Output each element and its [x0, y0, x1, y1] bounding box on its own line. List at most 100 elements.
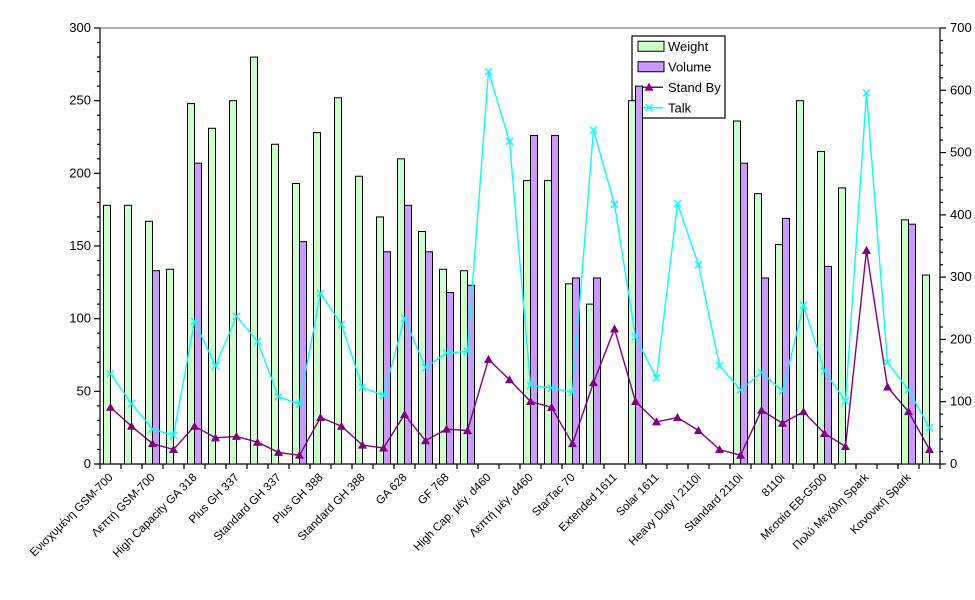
volume-bar[interactable] [635, 85, 643, 465]
weight-bar[interactable] [103, 204, 111, 465]
standby-point-marker[interactable] [652, 417, 661, 426]
weight-bar[interactable] [124, 204, 132, 465]
weight-bar[interactable] [901, 219, 909, 465]
volume-bar[interactable] [572, 277, 580, 465]
legend-item-weight[interactable]: Weight [637, 39, 709, 54]
volume-bar[interactable] [551, 135, 559, 465]
weight-bar[interactable] [292, 183, 300, 465]
standby-point-marker[interactable] [820, 428, 829, 437]
standby-point-marker[interactable] [547, 402, 556, 411]
standby-point-marker[interactable] [211, 433, 220, 442]
weight-bar[interactable] [775, 244, 783, 465]
standby-point-marker[interactable] [883, 382, 892, 391]
weight-bar[interactable] [922, 274, 930, 465]
standby-point-marker[interactable] [925, 444, 934, 453]
talk-point-marker[interactable] [757, 368, 766, 377]
volume-bar[interactable] [425, 251, 433, 465]
talk-point-marker[interactable] [148, 425, 157, 434]
standby-point-marker[interactable] [526, 397, 535, 406]
talk-point-marker[interactable] [211, 361, 220, 370]
standby-point-marker[interactable] [694, 426, 703, 435]
talk-point-marker[interactable] [316, 289, 325, 298]
volume-bar[interactable] [152, 270, 160, 465]
talk-point-marker[interactable] [799, 301, 808, 310]
weight-bar[interactable] [187, 103, 195, 465]
talk-point-marker[interactable] [358, 383, 367, 392]
weight-bar[interactable] [355, 175, 363, 465]
talk-point-marker[interactable] [484, 67, 493, 76]
weight-bar[interactable] [208, 127, 216, 465]
standby-point-marker[interactable] [316, 412, 325, 421]
weight-bar[interactable] [229, 100, 237, 465]
standby-point-marker[interactable] [274, 447, 283, 456]
talk-point-marker[interactable] [652, 374, 661, 383]
talk-point-marker[interactable] [904, 385, 913, 394]
talk-point-marker[interactable] [127, 399, 136, 408]
talk-point-marker[interactable] [421, 363, 430, 372]
talk-point-marker[interactable] [253, 337, 262, 346]
standby-point-marker[interactable] [778, 418, 787, 427]
weight-bar[interactable] [166, 268, 174, 465]
talk-point-marker[interactable] [106, 369, 115, 378]
talk-point-marker[interactable] [610, 200, 619, 209]
weight-bar[interactable] [271, 143, 279, 465]
standby-point-marker[interactable] [799, 407, 808, 416]
volume-bar[interactable] [908, 223, 916, 465]
standby-point-marker[interactable] [484, 354, 493, 363]
talk-point-marker[interactable] [736, 385, 745, 394]
weight-bar[interactable] [376, 216, 384, 465]
standby-point-marker[interactable] [736, 450, 745, 459]
talk-point-marker[interactable] [463, 347, 472, 356]
standby-point-marker[interactable] [190, 421, 199, 430]
talk-point-marker[interactable] [232, 312, 241, 321]
weight-bar[interactable] [796, 100, 804, 465]
standby-point-marker[interactable] [904, 407, 913, 416]
volume-bar[interactable] [593, 277, 601, 465]
volume-bar[interactable] [446, 292, 454, 465]
standby-point-marker[interactable] [106, 402, 115, 411]
weight-bar[interactable] [418, 230, 426, 465]
standby-point-marker[interactable] [841, 442, 850, 451]
volume-bar[interactable] [824, 265, 832, 465]
volume-bar[interactable] [383, 251, 391, 465]
weight-bar[interactable] [733, 120, 741, 465]
talk-point-marker[interactable] [547, 384, 556, 393]
weight-bar[interactable] [334, 97, 342, 465]
volume-bar[interactable] [761, 277, 769, 465]
standby-point-marker[interactable] [589, 378, 598, 387]
talk-point-marker[interactable] [442, 349, 451, 358]
standby-point-marker[interactable] [862, 245, 871, 254]
volume-bar[interactable] [467, 284, 475, 465]
talk-point-marker[interactable] [883, 358, 892, 367]
talk-point-marker[interactable] [190, 317, 199, 326]
volume-bar[interactable] [404, 204, 412, 465]
volume-bar[interactable] [299, 241, 307, 465]
standby-point-marker[interactable] [757, 405, 766, 414]
volume-bar[interactable] [740, 162, 748, 465]
standby-point-marker[interactable] [442, 424, 451, 433]
weight-bar[interactable] [397, 158, 405, 465]
standby-point-marker[interactable] [568, 439, 577, 448]
weight-bar[interactable] [460, 270, 468, 465]
weight-bar[interactable] [817, 151, 825, 465]
weight-bar[interactable] [313, 132, 321, 465]
weight-bar[interactable] [544, 180, 552, 465]
standby-point-marker[interactable] [673, 412, 682, 421]
standby-point-marker[interactable] [337, 421, 346, 430]
volume-bar[interactable] [782, 217, 790, 465]
standby-point-marker[interactable] [400, 410, 409, 419]
standby-point-marker[interactable] [715, 444, 724, 453]
talk-point-marker[interactable] [673, 199, 682, 208]
standby-point-marker[interactable] [148, 439, 157, 448]
standby-point-marker[interactable] [127, 421, 136, 430]
talk-point-marker[interactable] [778, 387, 787, 396]
talk-point-marker[interactable] [694, 260, 703, 269]
talk-point-marker[interactable] [274, 392, 283, 401]
talk-point-marker[interactable] [862, 88, 871, 97]
weight-bar[interactable] [439, 268, 447, 465]
talk-point-marker[interactable] [400, 314, 409, 323]
volume-bar[interactable] [530, 135, 538, 465]
talk-point-marker[interactable] [295, 400, 304, 409]
standby-point-marker[interactable] [169, 444, 178, 453]
weight-bar[interactable] [628, 100, 636, 465]
